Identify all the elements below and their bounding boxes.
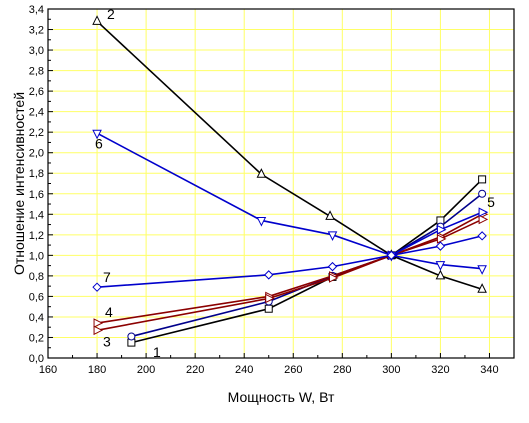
x-axis-title: Мощность W, Вт — [228, 389, 335, 405]
data-point — [329, 273, 339, 283]
y-tick-label: 0,4 — [29, 312, 44, 324]
y-tick-label: 3,2 — [29, 25, 44, 37]
data-point — [93, 318, 104, 328]
y-tick-label: 1,8 — [29, 168, 44, 180]
data-point — [477, 283, 487, 293]
data-point — [93, 325, 104, 336]
y-tick-label: 0,6 — [29, 291, 44, 303]
data-point — [92, 282, 102, 292]
data-point — [264, 304, 273, 313]
x-tick-label: 300 — [382, 364, 400, 376]
y-tick-label: 2,6 — [29, 86, 44, 98]
series-line-4 — [96, 213, 483, 324]
curve-label-2: 2 — [107, 6, 115, 22]
series-line-5 — [96, 218, 483, 332]
y-tick-label: 2,4 — [29, 107, 44, 119]
curve-label-5: 5 — [487, 194, 495, 210]
data-point — [477, 265, 487, 275]
data-point — [478, 175, 487, 184]
curve-label-3: 3 — [103, 334, 111, 350]
y-tick-label: 2,0 — [29, 148, 44, 160]
data-point — [327, 261, 338, 272]
data-point — [127, 332, 136, 341]
y-axis-title: Отношение интенсивностей — [11, 92, 27, 275]
y-tick-label: 1,4 — [29, 209, 44, 221]
y-tick-label: 1,6 — [29, 189, 44, 201]
y-tick-label: 2,2 — [29, 127, 44, 139]
curve-label-7: 7 — [103, 269, 111, 285]
data-point — [435, 261, 446, 271]
data-point — [477, 231, 487, 241]
series-7 — [92, 231, 487, 292]
data-point — [325, 210, 335, 220]
x-tick-label: 220 — [186, 364, 204, 376]
curve-label-1: 1 — [153, 344, 161, 360]
x-tick-label: 340 — [480, 364, 498, 376]
y-tick-label: 0,0 — [29, 353, 44, 365]
y-tick-label: 0,2 — [29, 332, 44, 344]
y-tick-label: 1,2 — [29, 230, 44, 242]
data-point — [435, 269, 446, 280]
data-point — [92, 129, 102, 140]
series-line-7 — [96, 235, 483, 288]
x-tick-label: 280 — [333, 364, 351, 376]
data-point — [264, 270, 274, 280]
series-line-2 — [96, 20, 483, 290]
data-point — [92, 15, 102, 25]
x-tick-label: 180 — [88, 364, 106, 376]
y-tick-label: 3,0 — [29, 45, 44, 57]
x-tick-label: 200 — [137, 364, 155, 376]
series-line-6 — [96, 132, 483, 270]
x-tick-label: 320 — [431, 364, 449, 376]
data-point — [478, 207, 489, 218]
data-point — [435, 241, 446, 251]
data-point — [256, 216, 267, 227]
series-layer — [92, 15, 489, 347]
grid — [48, 9, 514, 358]
curve-labels: 1 2 3 4 5 6 7 — [95, 6, 495, 360]
x-tick-label: 240 — [235, 364, 253, 376]
x-tick-label: 260 — [284, 364, 302, 376]
x-tick-label: 160 — [39, 364, 57, 376]
y-tick-label: 2,8 — [29, 66, 44, 78]
data-point — [478, 189, 487, 198]
data-point — [265, 293, 275, 304]
y-tick-label: 1,0 — [29, 250, 44, 262]
data-point — [327, 231, 338, 241]
axes: 160 180 200 220 240 260 280 300 320 340 0,0 0,2 0,4 0… — [29, 4, 499, 376]
data-point — [436, 224, 447, 235]
y-tick-label: 3,4 — [29, 4, 44, 16]
data-point — [436, 234, 447, 244]
curve-label-4: 4 — [105, 304, 113, 320]
data-point — [478, 214, 489, 225]
data-point — [386, 250, 397, 261]
data-point — [256, 168, 267, 178]
curve-label-6: 6 — [95, 135, 103, 151]
y-tick-label: 0,8 — [29, 271, 44, 283]
